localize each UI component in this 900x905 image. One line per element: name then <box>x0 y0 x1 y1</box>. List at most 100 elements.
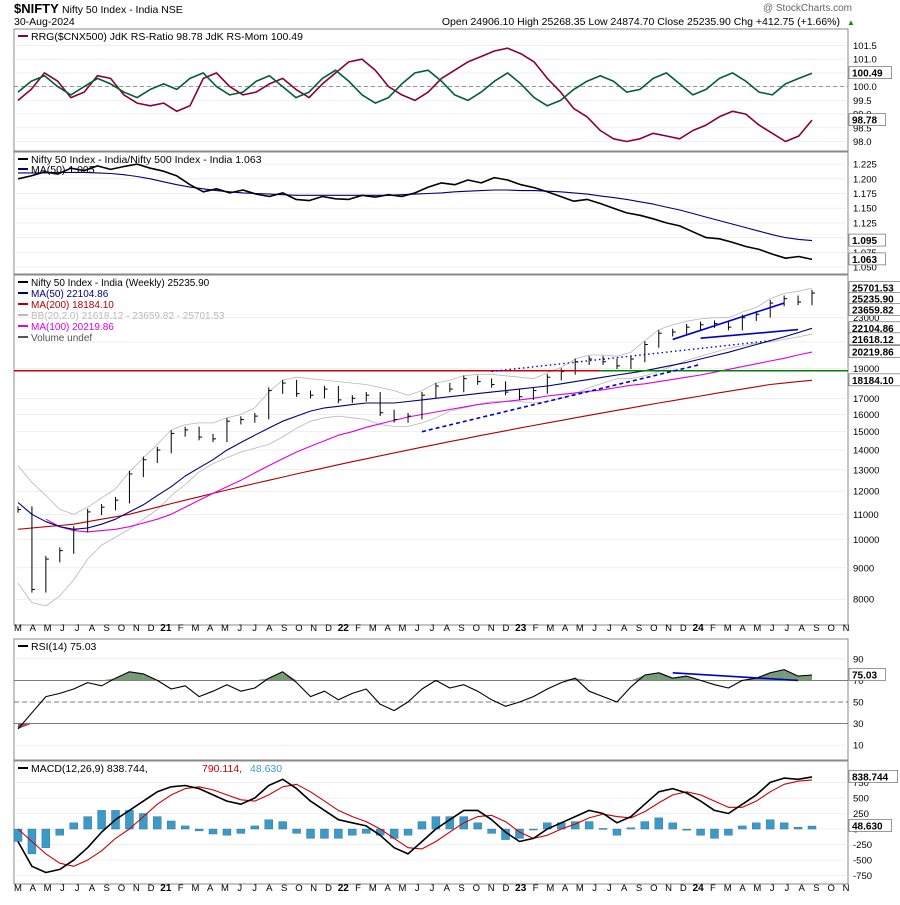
macd-y-tick: 750 <box>853 778 869 789</box>
macd-histogram-bar <box>612 828 622 836</box>
rrg-last-ratio: 98.78 <box>852 116 877 127</box>
x-tick-label: O <box>118 623 125 634</box>
x-tick-label: F <box>355 623 361 634</box>
macd-histogram-bar <box>752 822 761 830</box>
ratio-y-tick: 1.125 <box>853 218 877 229</box>
x-tick-label: M <box>14 883 22 894</box>
macd-signal-legend-text: 790.114, <box>202 763 242 775</box>
x-tick-label: M <box>369 623 377 634</box>
rsi-line <box>17 669 813 730</box>
watermark: @ StockCharts.com <box>763 3 852 14</box>
rsi-overbought-fill <box>630 675 645 681</box>
x-tick-label: S <box>458 883 464 894</box>
macd-histogram-bar <box>362 828 371 834</box>
x-tick-label: A <box>621 883 628 894</box>
x-tick-label: A <box>266 883 273 894</box>
x-tick-label: S <box>813 883 819 894</box>
x-tick-label: J <box>592 623 597 634</box>
x-tick-label: N <box>665 883 672 894</box>
x-tick-label: D <box>680 623 687 634</box>
ratio-y-tick: 1.050 <box>853 263 877 274</box>
x-tick-label: M <box>191 883 199 894</box>
x-tick-label: M <box>44 883 52 894</box>
ratio-y-tick: 1.175 <box>853 189 877 200</box>
rsi-y-tick: 50 <box>853 698 864 709</box>
rs-ratio-line <box>17 47 813 143</box>
macd-histogram-bar <box>682 828 691 831</box>
macd-histogram-bar <box>696 828 705 836</box>
macd-histogram-bar <box>473 822 482 830</box>
x-tick-label: D <box>325 623 332 634</box>
price-y-tick: 10000 <box>853 535 879 546</box>
x-tick-label: S <box>281 883 287 894</box>
x-tick-label: D <box>502 883 509 894</box>
x-tick-label: A <box>444 623 451 634</box>
x-tick-label: M <box>398 623 406 634</box>
rrg-legend-text: RRG($CNX500) JdK RS-Ratio 98.78 JdK RS-M… <box>31 31 303 43</box>
x-tick-label: N <box>488 623 495 634</box>
x-tick-label: A <box>207 623 214 634</box>
macd-histogram-bar <box>264 819 273 830</box>
x-tick-label: M <box>14 623 22 634</box>
x-tick-label: F <box>533 623 539 634</box>
rrg-y-tick: 98.0 <box>853 137 872 148</box>
x-tick-label: F <box>533 883 539 894</box>
macd-histogram-bar <box>710 828 719 839</box>
macd-histogram-bar <box>738 825 747 830</box>
ratio-y-tick: 1.150 <box>853 204 877 215</box>
macd-histogram-bar <box>41 828 51 848</box>
macd-last-value-bg <box>848 770 899 783</box>
x-tick-label: N <box>310 623 317 634</box>
price-y-tick: 11000 <box>853 510 879 521</box>
x-tick-label: 23 <box>515 883 527 894</box>
x-tick-label: J <box>592 883 597 894</box>
price-last-label: 23659.82 <box>852 306 894 317</box>
macd-panel-frame <box>13 760 849 885</box>
x-tick-label: D <box>325 883 332 894</box>
macd-histogram-bar <box>167 820 176 830</box>
price-last-label-bg <box>848 332 900 346</box>
macd-histogram-bar <box>334 828 343 839</box>
macd-y-tick: -250 <box>853 840 872 851</box>
macd-y-tick: -500 <box>853 856 872 867</box>
macd-histogram-bar <box>320 828 329 839</box>
x-tick-label: D <box>148 623 155 634</box>
x-tick-label: O <box>295 883 302 894</box>
macd-histogram-bar <box>250 825 260 830</box>
x-tick-label: J <box>415 623 420 634</box>
rsi-overbought-fill <box>254 678 269 681</box>
rrg-y-tick: 98.5 <box>853 123 872 134</box>
x-tick-label: A <box>89 883 96 894</box>
ratio-panel-frame <box>13 151 849 275</box>
x-tick-label: O <box>118 883 125 894</box>
x-tick-label: S <box>458 623 464 634</box>
x-tick-label: J <box>770 623 775 634</box>
price-y-tick: 12000 <box>853 487 879 498</box>
x-tick-label: J <box>607 883 612 894</box>
dotted-trendline <box>491 340 771 373</box>
x-tick-label: 22 <box>338 623 350 634</box>
x-axis-labels: M A M J J A S O N D 21 F M A M J J A S O N D 22 F M A M J J A S O N D 23 F M… <box>14 623 850 894</box>
ohlc-summary: Open 24906.10 High 25268.35 Low 24874.70… <box>442 16 840 28</box>
x-tick-label: A <box>562 623 569 634</box>
x-tick-label: M <box>576 883 584 894</box>
x-tick-label: M <box>724 623 732 634</box>
x-tick-label: D <box>680 883 687 894</box>
x-tick-label: J <box>415 883 420 894</box>
last-value-labels: 100.49 98.78 1.095 1.063 25701.5325235.90236… <box>848 66 900 833</box>
price-last-label: 25235.90 <box>852 295 894 306</box>
macd-y-tick: 500 <box>853 793 869 804</box>
chart-date: 30-Aug-2024 <box>14 16 75 28</box>
macd-histogram-bar <box>97 810 106 830</box>
rsi-overbought-fill <box>575 678 590 681</box>
rs-mom-line <box>17 69 813 107</box>
ratio-last-ma: 1.095 <box>852 236 877 247</box>
macd-histogram-bar <box>584 821 594 830</box>
x-tick-label: N <box>133 623 140 634</box>
x-tick-label: N <box>843 623 850 634</box>
rsi-legend: RSI(14) 75.03 <box>18 641 97 653</box>
price-legend-ma100: MA(100) 20219.86 <box>31 322 114 333</box>
x-tick-label: M <box>576 623 584 634</box>
price-last-label-bg <box>848 345 900 358</box>
price-y-tick: 17000 <box>853 394 879 405</box>
